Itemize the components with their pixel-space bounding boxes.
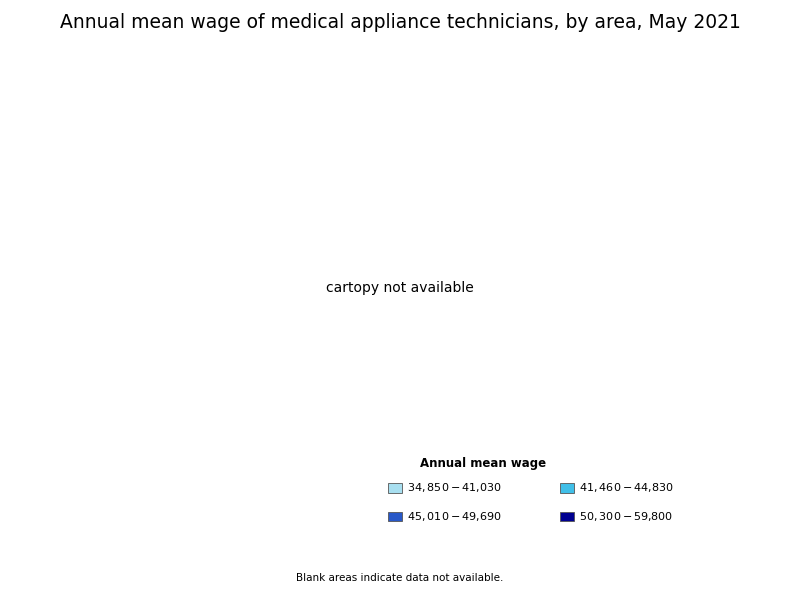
Text: Annual mean wage: Annual mean wage bbox=[420, 457, 546, 470]
Text: $41,460 - $44,830: $41,460 - $44,830 bbox=[579, 481, 674, 494]
Text: $50,300 - $59,800: $50,300 - $59,800 bbox=[579, 510, 674, 523]
Text: $45,010 - $49,690: $45,010 - $49,690 bbox=[407, 510, 502, 523]
Text: $34,850 - $41,030: $34,850 - $41,030 bbox=[407, 481, 502, 494]
Text: Blank areas indicate data not available.: Blank areas indicate data not available. bbox=[296, 573, 504, 583]
Text: cartopy not available: cartopy not available bbox=[326, 281, 474, 295]
Text: Annual mean wage of medical appliance technicians, by area, May 2021: Annual mean wage of medical appliance te… bbox=[59, 13, 741, 32]
